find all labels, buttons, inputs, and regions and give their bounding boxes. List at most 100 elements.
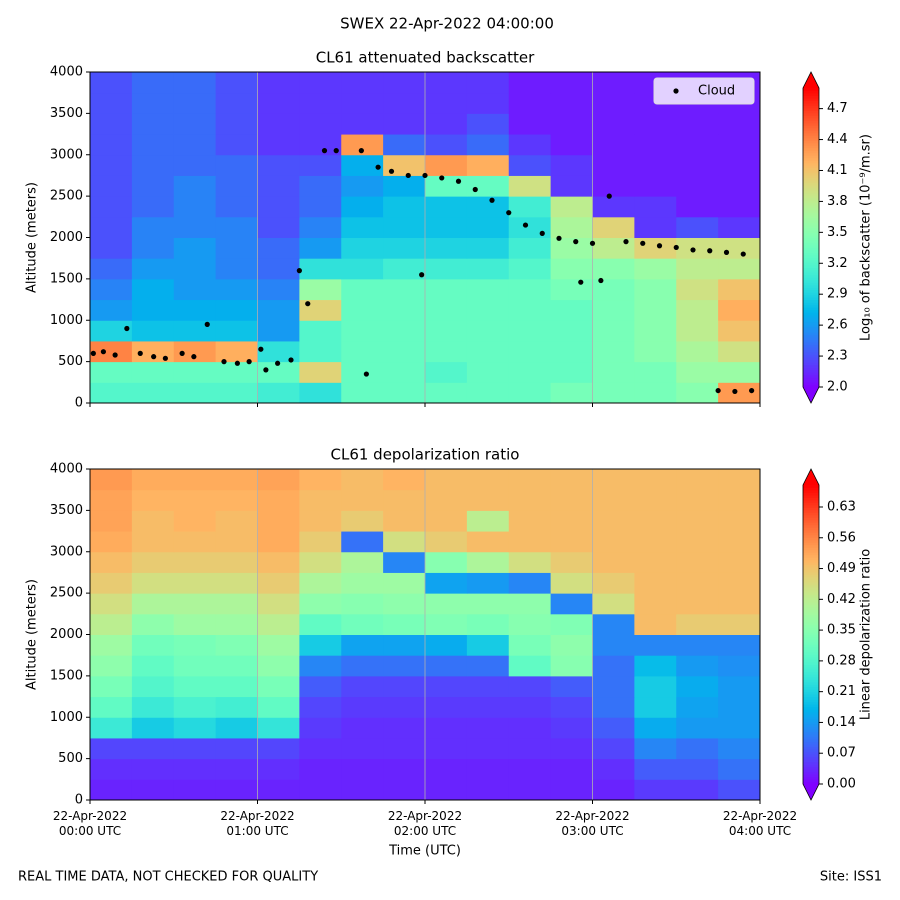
heatmap-cell (676, 154, 719, 176)
colorbar-segment (803, 137, 819, 141)
cloud-point (358, 148, 364, 154)
colorbar-segment (803, 711, 819, 715)
colorbar-segment (803, 269, 819, 273)
colorbar-segment (803, 597, 819, 601)
heatmap-cell (173, 72, 217, 94)
colorbar-segment (803, 724, 819, 728)
colorbar-segment (803, 282, 819, 286)
heatmap-cell (341, 489, 384, 511)
heatmap-cell (131, 551, 175, 573)
heatmap-cell (508, 655, 552, 677)
heatmap-cell (634, 655, 677, 677)
heatmap-cell (173, 572, 217, 594)
heatmap-cell (676, 572, 719, 594)
heatmap-cell (383, 758, 426, 780)
heatmap-cell (550, 489, 593, 511)
cloud-point (723, 249, 730, 255)
colorbar-tick-label: 2.9 (827, 287, 848, 302)
heatmap-cell (173, 737, 217, 760)
heatmap-cell (592, 361, 635, 383)
cloud-point (258, 346, 264, 352)
colorbar-segment (803, 656, 819, 660)
colorbar-segment (803, 544, 819, 548)
colorbar-segment (803, 756, 819, 760)
heatmap-cell (299, 72, 342, 94)
cloud-point (191, 354, 197, 360)
colorbar-extend-max (803, 469, 819, 485)
heatmap-cell (634, 278, 677, 301)
colorbar-segment (803, 489, 819, 493)
heatmap-cell (131, 113, 175, 135)
heatmap-cell (718, 320, 761, 342)
heatmap-cell (257, 216, 300, 238)
heatmap-cell (425, 758, 468, 780)
colorbar-tick-label: 0.21 (827, 684, 856, 699)
heatmap-cell (215, 134, 258, 156)
heatmap-cell (131, 237, 175, 259)
cloud-point (522, 222, 529, 228)
colorbar-segment (803, 514, 819, 518)
heatmap-cell (466, 278, 510, 301)
heatmap-cell (550, 696, 593, 718)
cloud-point (234, 360, 240, 366)
heatmap-cell (550, 634, 593, 656)
colorbar-segment (803, 627, 819, 630)
heatmap-cell (508, 675, 552, 698)
colorbar-segment (803, 607, 819, 610)
heatmap-cell (383, 72, 426, 94)
heatmap-cell (718, 613, 761, 635)
colorbar-segment (803, 769, 819, 772)
heatmap-cell (508, 758, 552, 780)
heatmap-cell (383, 717, 426, 739)
heatmap-cell (466, 237, 510, 259)
colorbar-segment (803, 232, 819, 236)
colorbar-segment (803, 739, 819, 743)
heatmap-cell (550, 299, 593, 321)
cloud-point (137, 350, 143, 356)
x-tick-label-line: 22-Apr-2022 (53, 809, 127, 823)
heatmap-cell (131, 572, 175, 594)
heatmap-cell (257, 758, 300, 780)
heatmap-cell (508, 175, 552, 197)
heatmap-cell (508, 258, 552, 280)
heatmap-cell (425, 134, 468, 156)
heatmap-cell (383, 196, 426, 218)
y-tick-label: 1500 (50, 271, 83, 286)
cloud-point (606, 193, 612, 199)
heatmap-cell (341, 531, 384, 553)
colorbar-tick-label: 0.07 (827, 746, 856, 761)
heatmap-cell (508, 299, 552, 321)
heatmap-cell (90, 655, 133, 677)
heatmap-cell (425, 299, 468, 321)
colorbar-segment (803, 504, 819, 508)
colorbar-segment (803, 200, 819, 204)
colorbar-segment (803, 736, 819, 740)
colorbar-segment (803, 132, 819, 136)
y-tick-label: 500 (58, 354, 83, 369)
heatmap-cell (131, 655, 175, 677)
heatmap-cell (215, 216, 258, 238)
heatmap-cell (131, 717, 175, 739)
colorbar-segment (803, 122, 819, 126)
heatmap-cell (508, 320, 552, 342)
y-tick-label: 2000 (50, 627, 83, 642)
heatmap-cell (425, 675, 468, 698)
heatmap-cell (592, 216, 635, 238)
colorbar-segment (803, 636, 819, 640)
colorbar-segment (803, 622, 819, 625)
colorbar-segment (803, 734, 819, 738)
heatmap-cell (592, 551, 635, 573)
heatmap-cell (718, 237, 761, 259)
footer-right: Site: ISS1 (820, 870, 882, 885)
heatmap-cell (508, 92, 552, 114)
heatmap-cell (257, 675, 300, 698)
heatmap-cell (550, 572, 593, 594)
heatmap-cell (508, 634, 552, 656)
heatmap-cell (466, 258, 510, 280)
heatmap-cell (676, 113, 719, 135)
heatmap-cell (90, 510, 133, 532)
colorbar-segment (803, 559, 819, 563)
y-tick-label: 2000 (50, 230, 83, 245)
heatmap-cell (718, 469, 761, 491)
